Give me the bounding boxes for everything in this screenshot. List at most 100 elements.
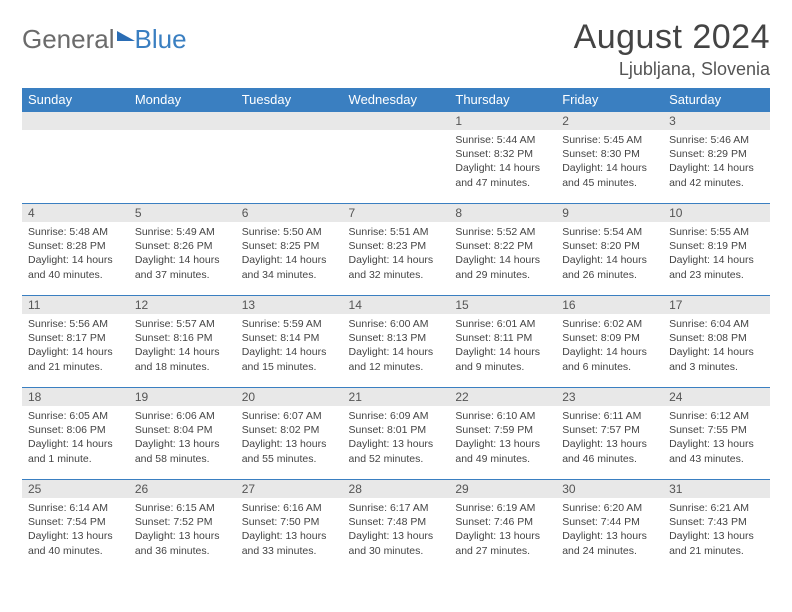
sunset-text: Sunset: 8:26 PM bbox=[135, 239, 230, 253]
day-details: Sunrise: 6:02 AMSunset: 8:09 PMDaylight:… bbox=[556, 314, 663, 378]
calendar-cell bbox=[129, 112, 236, 204]
day-number: 16 bbox=[556, 296, 663, 314]
sunset-text: Sunset: 7:46 PM bbox=[455, 515, 550, 529]
daylight-text: Daylight: 14 hours and 34 minutes. bbox=[242, 253, 337, 281]
day-number: 18 bbox=[22, 388, 129, 406]
sunset-text: Sunset: 7:43 PM bbox=[669, 515, 764, 529]
sunset-text: Sunset: 8:32 PM bbox=[455, 147, 550, 161]
sunrise-text: Sunrise: 6:11 AM bbox=[562, 409, 657, 423]
day-details: Sunrise: 5:57 AMSunset: 8:16 PMDaylight:… bbox=[129, 314, 236, 378]
sunrise-text: Sunrise: 5:59 AM bbox=[242, 317, 337, 331]
sunset-text: Sunset: 7:44 PM bbox=[562, 515, 657, 529]
calendar-row: 1Sunrise: 5:44 AMSunset: 8:32 PMDaylight… bbox=[22, 112, 770, 204]
daylight-text: Daylight: 13 hours and 40 minutes. bbox=[28, 529, 123, 557]
day-number: 6 bbox=[236, 204, 343, 222]
sunrise-text: Sunrise: 6:01 AM bbox=[455, 317, 550, 331]
sunset-text: Sunset: 8:25 PM bbox=[242, 239, 337, 253]
calendar-cell bbox=[22, 112, 129, 204]
calendar-cell: 3Sunrise: 5:46 AMSunset: 8:29 PMDaylight… bbox=[663, 112, 770, 204]
daylight-text: Daylight: 14 hours and 6 minutes. bbox=[562, 345, 657, 373]
sunrise-text: Sunrise: 5:45 AM bbox=[562, 133, 657, 147]
daylight-text: Daylight: 13 hours and 33 minutes. bbox=[242, 529, 337, 557]
day-number: 7 bbox=[343, 204, 450, 222]
sunset-text: Sunset: 8:02 PM bbox=[242, 423, 337, 437]
sunset-text: Sunset: 7:55 PM bbox=[669, 423, 764, 437]
sunset-text: Sunset: 7:52 PM bbox=[135, 515, 230, 529]
sunset-text: Sunset: 8:08 PM bbox=[669, 331, 764, 345]
day-details: Sunrise: 5:55 AMSunset: 8:19 PMDaylight:… bbox=[663, 222, 770, 286]
day-number: 17 bbox=[663, 296, 770, 314]
sunrise-text: Sunrise: 6:17 AM bbox=[349, 501, 444, 515]
day-details: Sunrise: 5:49 AMSunset: 8:26 PMDaylight:… bbox=[129, 222, 236, 286]
calendar-row: 18Sunrise: 6:05 AMSunset: 8:06 PMDayligh… bbox=[22, 388, 770, 480]
calendar-cell bbox=[343, 112, 450, 204]
brand-logo: General Blue bbox=[22, 24, 187, 55]
calendar-cell: 26 Sunrise: 6:15 AMSunset: 7:52 PMDayligh… bbox=[129, 480, 236, 572]
sunrise-text: Sunrise: 6:20 AM bbox=[562, 501, 657, 515]
calendar-cell: 1Sunrise: 5:44 AMSunset: 8:32 PMDaylight… bbox=[449, 112, 556, 204]
sunset-text: Sunset: 7:48 PM bbox=[349, 515, 444, 529]
day-number-empty bbox=[236, 112, 343, 130]
daylight-text: Daylight: 14 hours and 3 minutes. bbox=[669, 345, 764, 373]
day-number: 31 bbox=[663, 480, 770, 498]
calendar-cell: 13Sunrise: 5:59 AMSunset: 8:14 PMDayligh… bbox=[236, 296, 343, 388]
day-details: Sunrise: 5:51 AMSunset: 8:23 PMDaylight:… bbox=[343, 222, 450, 286]
day-details: Sunrise: 5:46 AMSunset: 8:29 PMDaylight:… bbox=[663, 130, 770, 194]
daylight-text: Daylight: 13 hours and 30 minutes. bbox=[349, 529, 444, 557]
daylight-text: Daylight: 14 hours and 1 minute. bbox=[28, 437, 123, 465]
day-number: 4 bbox=[22, 204, 129, 222]
sunset-text: Sunset: 8:22 PM bbox=[455, 239, 550, 253]
calendar-cell: 22Sunrise: 6:10 AMSunset: 7:59 PMDayligh… bbox=[449, 388, 556, 480]
daylight-text: Daylight: 14 hours and 9 minutes. bbox=[455, 345, 550, 373]
sunrise-text: Sunrise: 5:56 AM bbox=[28, 317, 123, 331]
day-number-empty bbox=[343, 112, 450, 130]
day-details: Sunrise: 6:10 AMSunset: 7:59 PMDaylight:… bbox=[449, 406, 556, 470]
day-number: 29 bbox=[449, 480, 556, 498]
sunset-text: Sunset: 8:13 PM bbox=[349, 331, 444, 345]
sunset-text: Sunset: 8:19 PM bbox=[669, 239, 764, 253]
daylight-text: Daylight: 13 hours and 36 minutes. bbox=[135, 529, 230, 557]
sunrise-text: Sunrise: 6:14 AM bbox=[28, 501, 123, 515]
daylight-text: Daylight: 13 hours and 43 minutes. bbox=[669, 437, 764, 465]
calendar-cell: 18Sunrise: 6:05 AMSunset: 8:06 PMDayligh… bbox=[22, 388, 129, 480]
daylight-text: Daylight: 13 hours and 27 minutes. bbox=[455, 529, 550, 557]
calendar-row: 11Sunrise: 5:56 AMSunset: 8:17 PMDayligh… bbox=[22, 296, 770, 388]
calendar-cell: 17Sunrise: 6:04 AMSunset: 8:08 PMDayligh… bbox=[663, 296, 770, 388]
day-number: 14 bbox=[343, 296, 450, 314]
calendar-body: 1Sunrise: 5:44 AMSunset: 8:32 PMDaylight… bbox=[22, 112, 770, 572]
day-number: 26 bbox=[129, 480, 236, 498]
weekday-header: Wednesday bbox=[343, 88, 450, 112]
sunrise-text: Sunrise: 6:15 AM bbox=[135, 501, 230, 515]
day-details: Sunrise: 6:20 AMSunset: 7:44 PMDaylight:… bbox=[556, 498, 663, 562]
title-block: August 2024 Ljubljana, Slovenia bbox=[574, 18, 770, 80]
day-details: Sunrise: 6:04 AMSunset: 8:08 PMDaylight:… bbox=[663, 314, 770, 378]
daylight-text: Daylight: 14 hours and 45 minutes. bbox=[562, 161, 657, 189]
day-details: Sunrise: 5:50 AMSunset: 8:25 PMDaylight:… bbox=[236, 222, 343, 286]
day-details: Sunrise: 6:16 AMSunset: 7:50 PMDaylight:… bbox=[236, 498, 343, 562]
calendar-cell: 15Sunrise: 6:01 AMSunset: 8:11 PMDayligh… bbox=[449, 296, 556, 388]
day-number: 8 bbox=[449, 204, 556, 222]
daylight-text: Daylight: 14 hours and 37 minutes. bbox=[135, 253, 230, 281]
day-number: 24 bbox=[663, 388, 770, 406]
day-number: 22 bbox=[449, 388, 556, 406]
sunrise-text: Sunrise: 5:55 AM bbox=[669, 225, 764, 239]
day-details: Sunrise: 6:12 AMSunset: 7:55 PMDaylight:… bbox=[663, 406, 770, 470]
calendar-cell: 10Sunrise: 5:55 AMSunset: 8:19 PMDayligh… bbox=[663, 204, 770, 296]
sunrise-text: Sunrise: 6:10 AM bbox=[455, 409, 550, 423]
calendar-cell bbox=[236, 112, 343, 204]
day-number: 1 bbox=[449, 112, 556, 130]
daylight-text: Daylight: 14 hours and 21 minutes. bbox=[28, 345, 123, 373]
day-number: 13 bbox=[236, 296, 343, 314]
sunrise-text: Sunrise: 5:51 AM bbox=[349, 225, 444, 239]
sunrise-text: Sunrise: 6:12 AM bbox=[669, 409, 764, 423]
calendar-cell: 4Sunrise: 5:48 AMSunset: 8:28 PMDaylight… bbox=[22, 204, 129, 296]
weekday-header: Sunday bbox=[22, 88, 129, 112]
sunset-text: Sunset: 8:30 PM bbox=[562, 147, 657, 161]
calendar-cell: 2Sunrise: 5:45 AMSunset: 8:30 PMDaylight… bbox=[556, 112, 663, 204]
sunrise-text: Sunrise: 6:00 AM bbox=[349, 317, 444, 331]
day-details: Sunrise: 5:59 AMSunset: 8:14 PMDaylight:… bbox=[236, 314, 343, 378]
sunset-text: Sunset: 8:09 PM bbox=[562, 331, 657, 345]
brand-triangle-icon bbox=[117, 31, 135, 41]
calendar-cell: 30Sunrise: 6:20 AMSunset: 7:44 PMDayligh… bbox=[556, 480, 663, 572]
day-number: 30 bbox=[556, 480, 663, 498]
